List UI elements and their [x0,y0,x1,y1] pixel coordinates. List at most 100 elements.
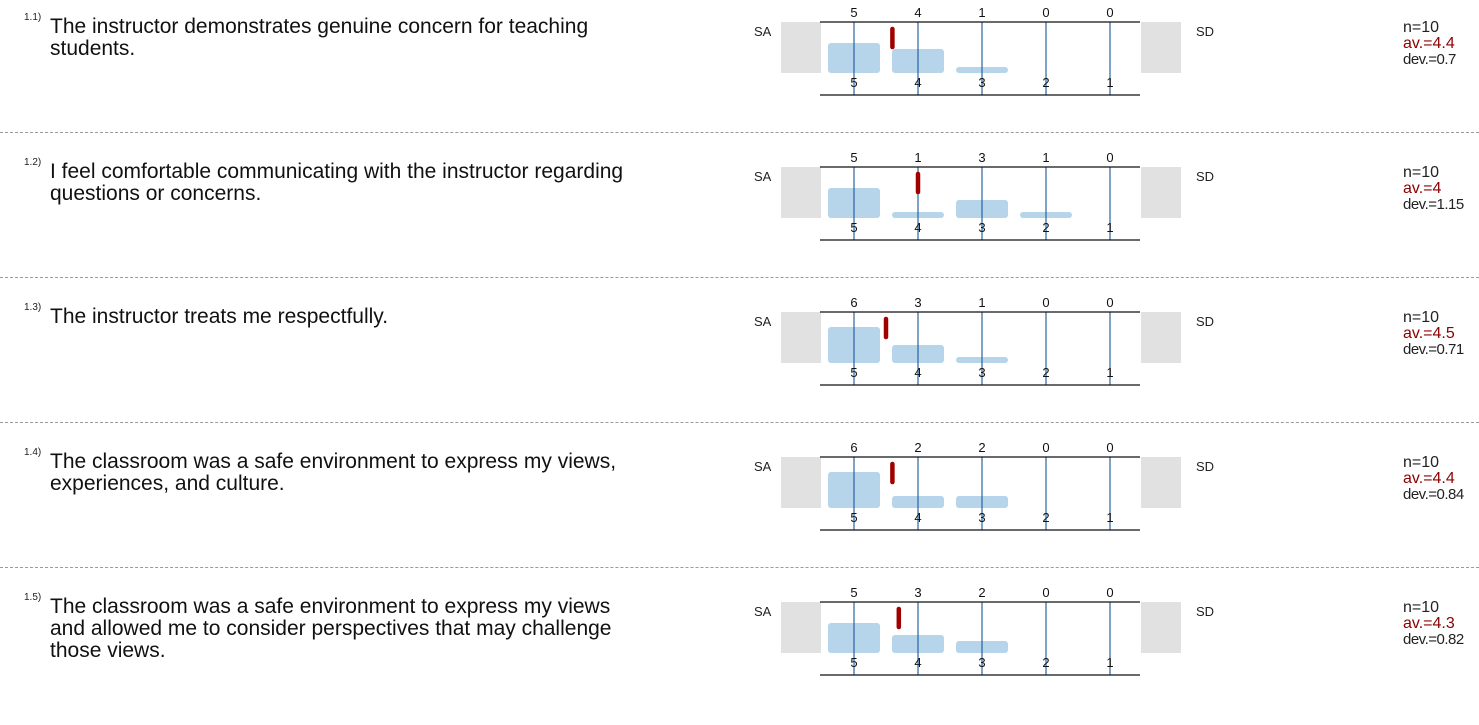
stat-average: av.=4 [1403,180,1442,197]
scale-tick-label: 2 [1042,655,1049,670]
question-row: 1.5) The classroom was a safe environmen… [0,580,1479,725]
scale-tick-label: 1 [1106,75,1113,90]
question-number: 1.5) [24,592,42,603]
left-grey-box [781,167,821,218]
response-count-label: 3 [978,150,985,165]
response-count-label: 6 [850,295,857,310]
response-histogram-chart: 5 4 1 0 0 5 4 3 2 1 [820,5,1140,96]
scale-tick-label: 4 [914,365,921,380]
right-grey-box [1141,602,1181,653]
row-separator [0,277,1479,278]
question-text: The instructor treats me respectfully. [50,305,389,328]
response-count-label: 1 [914,150,921,165]
response-count-label: 4 [914,5,921,20]
stat-deviation: dev.=0.7 [1403,51,1456,68]
question-text: I feel comfortable communicating with th… [50,160,624,205]
response-count-label: 0 [1042,585,1049,600]
scale-tick-label: 4 [914,75,921,90]
response-count-label: 1 [978,5,985,20]
scale-tick-label: 3 [978,510,985,525]
question-number: 1.1) [24,12,42,23]
scale-left-label: SA [754,604,772,619]
scale-tick-label: 5 [850,510,857,525]
stat-average: av.=4.4 [1403,35,1455,52]
response-count-label: 0 [1106,440,1113,455]
response-count-label: 2 [978,440,985,455]
row-separator [0,132,1479,133]
left-grey-box [781,602,821,653]
row-separator [0,422,1479,423]
response-count-label: 3 [914,295,921,310]
stat-average: av.=4.4 [1403,470,1455,487]
response-histogram-chart: 6 3 1 0 0 5 4 3 2 1 [820,295,1140,386]
right-grey-box [1141,457,1181,508]
question-row: 1.2) I feel comfortable communicating wi… [0,145,1479,290]
response-count-label: 1 [978,295,985,310]
question-text: The classroom was a safe environment to … [50,450,617,495]
stat-count: n=10 [1403,309,1440,326]
stat-count: n=10 [1403,599,1440,616]
question-text: The instructor demonstrates genuine conc… [50,15,589,60]
right-grey-box [1141,312,1181,363]
response-count-label: 0 [1042,295,1049,310]
question-row: 1.3) The instructor treats me respectful… [0,290,1479,435]
scale-right-label: SD [1196,459,1215,474]
response-count-label: 0 [1106,295,1113,310]
response-count-label: 0 [1106,5,1113,20]
stat-average: av.=4.3 [1403,615,1455,632]
question-number: 1.2) [24,157,42,168]
scale-tick-label: 5 [850,220,857,235]
scale-tick-label: 1 [1106,510,1113,525]
scale-tick-label: 4 [914,655,921,670]
response-histogram-chart: 5 1 3 1 0 5 4 3 2 1 [820,150,1140,241]
scale-tick-label: 1 [1106,220,1113,235]
response-count-label: 2 [914,440,921,455]
response-count-label: 0 [1042,5,1049,20]
stat-deviation: dev.=0.71 [1403,341,1464,358]
scale-tick-label: 5 [850,75,857,90]
scale-left-label: SA [754,314,772,329]
scale-left-label: SA [754,169,772,184]
stat-deviation: dev.=0.84 [1403,486,1464,503]
scale-tick-label: 2 [1042,220,1049,235]
left-grey-box [781,312,821,363]
stat-deviation: dev.=1.15 [1403,196,1464,213]
scale-right-label: SD [1196,604,1215,619]
question-row: 1.4) The classroom was a safe environmen… [0,435,1479,580]
response-count-label: 0 [1106,585,1113,600]
question-number: 1.3) [24,302,42,313]
scale-left-label: SA [754,459,772,474]
question-text: The classroom was a safe environment to … [50,595,612,662]
scale-tick-label: 3 [978,655,985,670]
scale-tick-label: 4 [914,220,921,235]
response-count-label: 2 [978,585,985,600]
response-count-label: 0 [1106,150,1113,165]
stat-average: av.=4.5 [1403,325,1455,342]
response-count-label: 1 [1042,150,1049,165]
stat-count: n=10 [1403,164,1440,181]
response-count-label: 5 [850,150,857,165]
response-count-label: 5 [850,585,857,600]
response-count-label: 0 [1042,440,1049,455]
response-histogram-chart: 5 3 2 0 0 5 4 3 2 1 [820,585,1140,676]
scale-tick-label: 1 [1106,365,1113,380]
stat-count: n=10 [1403,19,1440,36]
left-grey-box [781,457,821,508]
scale-right-label: SD [1196,169,1215,184]
right-grey-box [1141,167,1181,218]
scale-tick-label: 3 [978,220,985,235]
question-row: 1.1) The instructor demonstrates genuine… [0,0,1479,145]
row-separator [0,567,1479,568]
scale-tick-label: 4 [914,510,921,525]
question-number: 1.4) [24,447,42,458]
scale-tick-label: 2 [1042,510,1049,525]
right-grey-box [1141,22,1181,73]
scale-right-label: SD [1196,24,1215,39]
scale-tick-label: 1 [1106,655,1113,670]
stat-count: n=10 [1403,454,1440,471]
left-grey-box [781,22,821,73]
scale-tick-label: 3 [978,365,985,380]
scale-right-label: SD [1196,314,1215,329]
scale-tick-label: 2 [1042,365,1049,380]
scale-left-label: SA [754,24,772,39]
